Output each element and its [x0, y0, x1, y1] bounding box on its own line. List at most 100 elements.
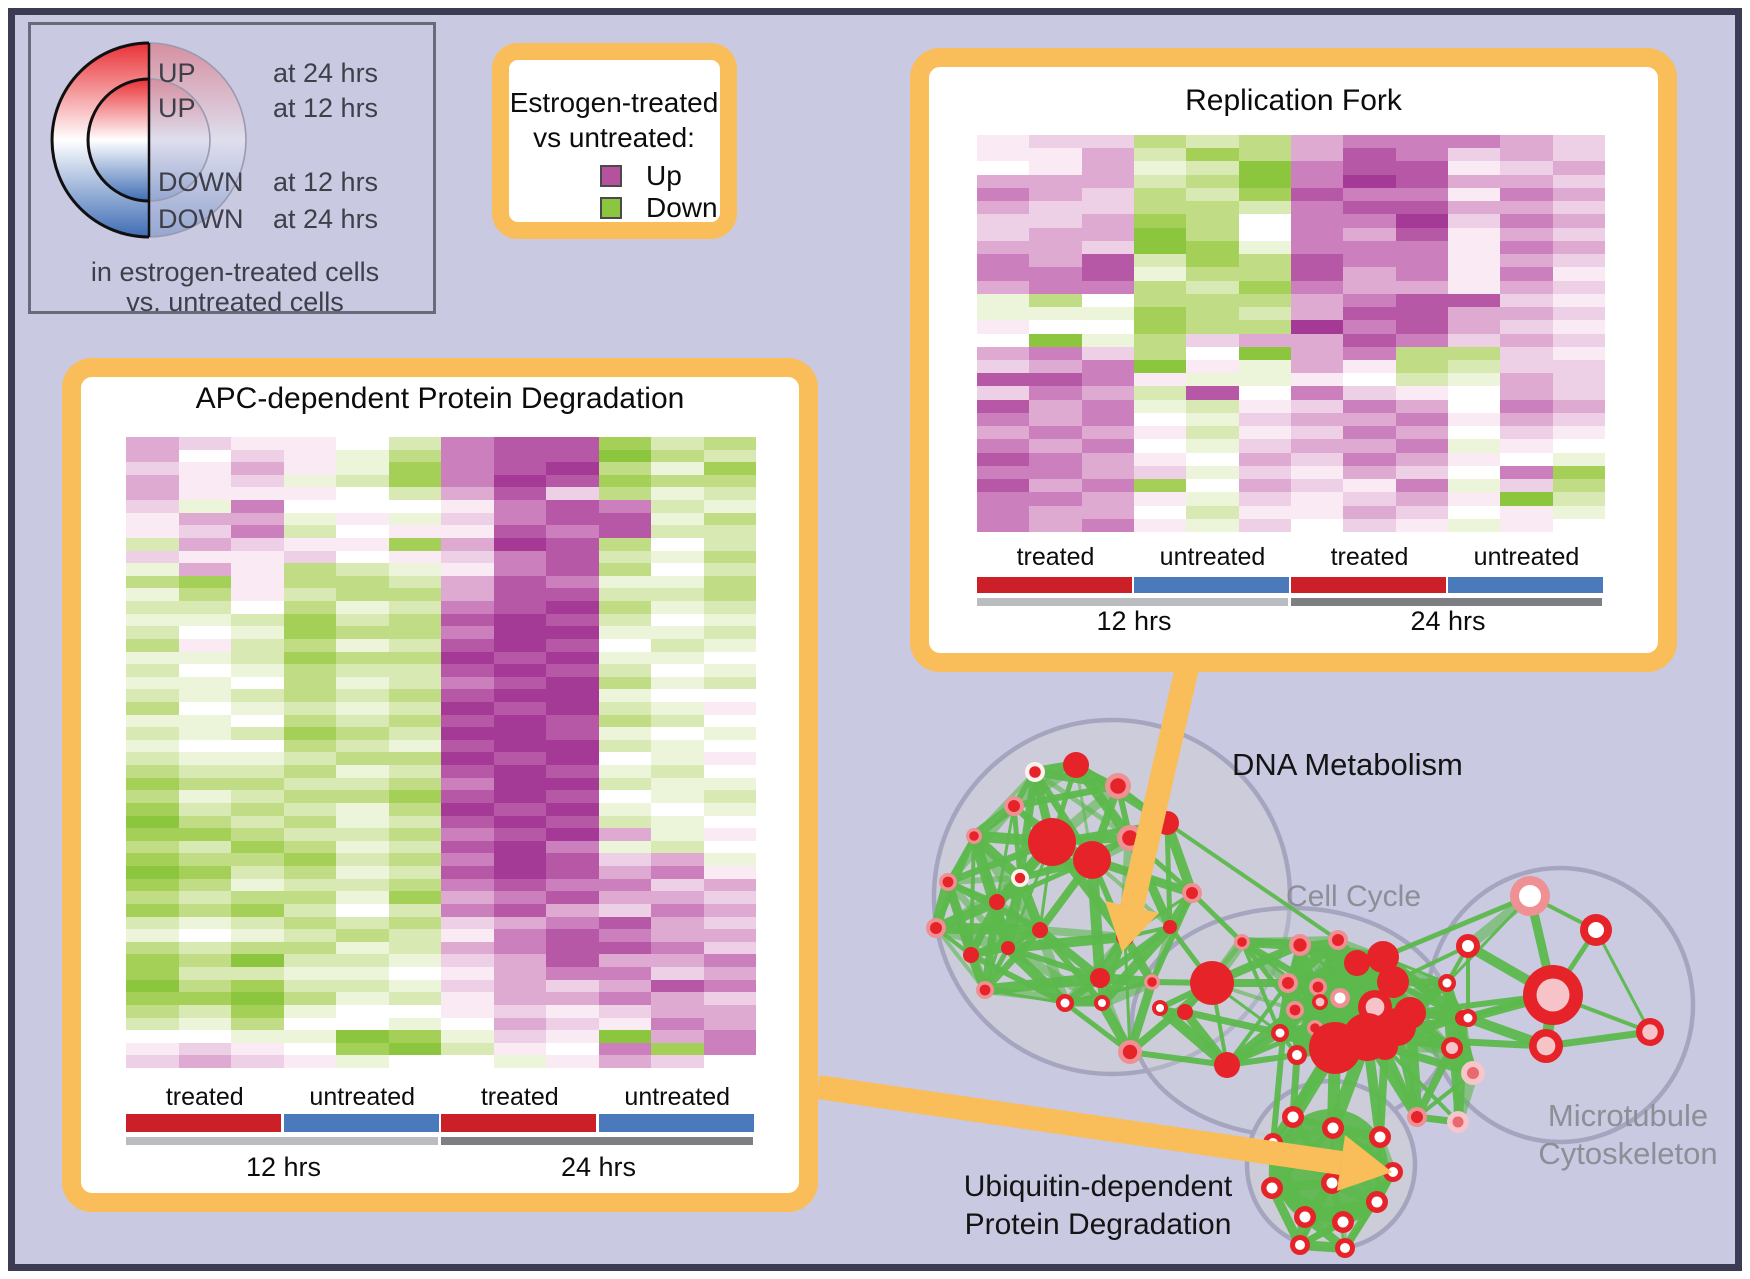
- heatmap-cell: [336, 941, 389, 955]
- heatmap-cell: [283, 853, 336, 867]
- heatmap-cell: [977, 373, 1030, 387]
- heatmap-cell: [1081, 479, 1134, 493]
- heatmap-cell: [1029, 214, 1082, 228]
- heatmap-cell: [703, 979, 756, 993]
- heatmap-cell: [336, 866, 389, 879]
- heatmap-cell: [1133, 293, 1187, 308]
- heatmap-cell: [1186, 320, 1239, 334]
- heatmap-cell: [1552, 359, 1605, 374]
- heatmap-cell: [546, 866, 599, 879]
- heatmap-cell: [283, 474, 336, 488]
- heatmap-cell: [441, 575, 494, 589]
- heatmap-cell: [1290, 479, 1344, 493]
- heatmap-cell: [1290, 426, 1344, 440]
- untreated-bar: [598, 1114, 754, 1132]
- heatmap-cell: [598, 626, 651, 639]
- heatmap-cell: [651, 802, 704, 816]
- heatmap-cell: [651, 702, 704, 715]
- 12hrs-bar: [126, 1137, 438, 1145]
- heatmap-cell: [231, 550, 284, 564]
- heatmap-cell: [231, 765, 284, 778]
- heatmap-cell: [336, 563, 389, 576]
- heatmap-cell: [1500, 359, 1553, 374]
- heatmap-cell: [546, 903, 599, 917]
- heatmap-cell: [178, 1030, 231, 1043]
- heatmap-cell: [1290, 267, 1344, 281]
- heatmap-cell: [231, 676, 284, 690]
- heatmap-cell: [126, 588, 179, 602]
- heatmap-cell: [231, 954, 284, 968]
- heatmap-cell: [126, 563, 179, 576]
- heatmap-cell: [1395, 187, 1448, 202]
- heatmap-cell: [441, 891, 494, 904]
- heatmap-cell: [283, 638, 336, 652]
- heatmap-cell: [493, 941, 546, 955]
- callout-arrow-2: [816, 1075, 1392, 1191]
- heatmap-cell: [493, 613, 546, 627]
- heatmap-cell: [1395, 492, 1448, 506]
- heatmap-cell: [231, 474, 284, 488]
- heatmap-cell: [388, 1055, 441, 1068]
- heatmap-cell: [598, 676, 651, 690]
- heatmap-cell: [493, 474, 546, 488]
- heatmap-cell: [1343, 148, 1396, 162]
- heatmap-cell: [1133, 148, 1187, 162]
- heatmap-cell: [1447, 492, 1501, 506]
- up-color-swatch: [600, 165, 622, 187]
- heatmap-cell: [1290, 201, 1344, 215]
- heatmap-cell: [1029, 293, 1082, 308]
- heatmap-cell: [1343, 135, 1396, 149]
- heatmap-cell: [388, 954, 441, 968]
- heatmap-cell: [336, 437, 389, 450]
- heatmap-cell: [546, 941, 599, 955]
- heatmap-cell: [1500, 505, 1553, 519]
- heatmap-cell: [1500, 479, 1553, 493]
- heatmap-cell: [1238, 373, 1291, 387]
- heatmap-cell: [493, 500, 546, 513]
- heatmap-cell: [1238, 320, 1291, 334]
- heatmap-cell: [703, 866, 756, 879]
- heatmap-cell: [651, 588, 704, 602]
- heatmap-cell: [977, 346, 1030, 360]
- heatmap-cell: [441, 676, 494, 690]
- heatmap-cell: [231, 840, 284, 854]
- heatmap-cell: [1186, 465, 1239, 480]
- heatmap-cell: [336, 790, 389, 803]
- heatmap-cell: [178, 954, 231, 968]
- heatmap-cell: [388, 967, 441, 980]
- heatmap-cell: [1395, 465, 1448, 480]
- heatmap-cell: [598, 992, 651, 1005]
- heatmap-cell: [546, 929, 599, 942]
- heatmap-cell: [1552, 333, 1605, 347]
- heatmap-cell: [1081, 492, 1134, 506]
- heatmap-cell: [546, 727, 599, 740]
- heatmap-cell: [1447, 479, 1501, 493]
- heatmap-cell: [598, 613, 651, 627]
- heatmap-cell: [178, 474, 231, 488]
- heatmap-cell: [1447, 293, 1501, 308]
- heatmap-cell: [231, 613, 284, 627]
- updown-rings-icon: [50, 40, 252, 240]
- heatmap-cell: [1552, 240, 1605, 255]
- heatmap-cell: [546, 474, 599, 488]
- heatmap-cell: [1395, 214, 1448, 228]
- heatmap-cell: [1081, 214, 1134, 228]
- heatmap-cell: [178, 853, 231, 867]
- heatmap-cell: [388, 916, 441, 930]
- heatmap-cell: [1395, 148, 1448, 162]
- heatmap-cell: [1081, 161, 1134, 175]
- heatmap-cell: [1552, 161, 1605, 175]
- heatmap-cell: [1447, 439, 1501, 453]
- heatmap-cell: [1343, 161, 1396, 175]
- heatmap-cell: [598, 878, 651, 892]
- heatmap-cell: [1290, 346, 1344, 360]
- heatmap-cell: [1186, 227, 1239, 241]
- heatmap-cell: [703, 739, 756, 753]
- heatmap-cell: [703, 916, 756, 930]
- heatmap-cell: [1081, 307, 1134, 321]
- heatmap-cell: [441, 714, 494, 728]
- heatmap-cell: [336, 1055, 389, 1068]
- heatmap-cell: [493, 601, 546, 614]
- heatmap-cell: [651, 537, 704, 551]
